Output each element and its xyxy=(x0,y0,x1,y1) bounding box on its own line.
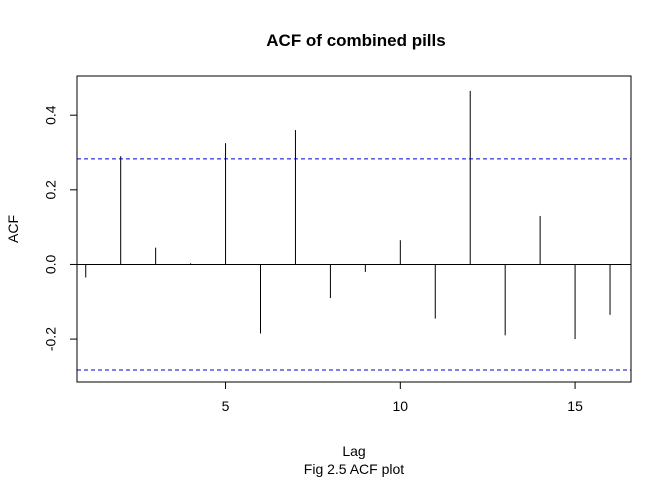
x-tick-label: 10 xyxy=(393,398,409,414)
y-tick-label: 0.4 xyxy=(43,105,59,125)
x-axis-label: Lag xyxy=(342,443,365,459)
chart-title: ACF of combined pills xyxy=(266,31,445,50)
y-axis-label: ACF xyxy=(5,215,21,243)
y-tick-label: 0.2 xyxy=(43,180,59,200)
acf-bars xyxy=(85,90,611,340)
x-tick-label: 5 xyxy=(222,398,230,414)
y-tick-label: -0.2 xyxy=(43,327,59,351)
figure-caption: Fig 2.5 ACF plot xyxy=(304,461,404,477)
x-axis: 5 10 15 xyxy=(222,382,583,414)
y-axis: -0.2 0.0 0.2 0.4 xyxy=(43,105,77,351)
confidence-bounds xyxy=(77,158,631,371)
y-tick-label: 0.0 xyxy=(43,255,59,275)
x-tick-label: 15 xyxy=(567,398,583,414)
plot-frame xyxy=(76,75,632,383)
